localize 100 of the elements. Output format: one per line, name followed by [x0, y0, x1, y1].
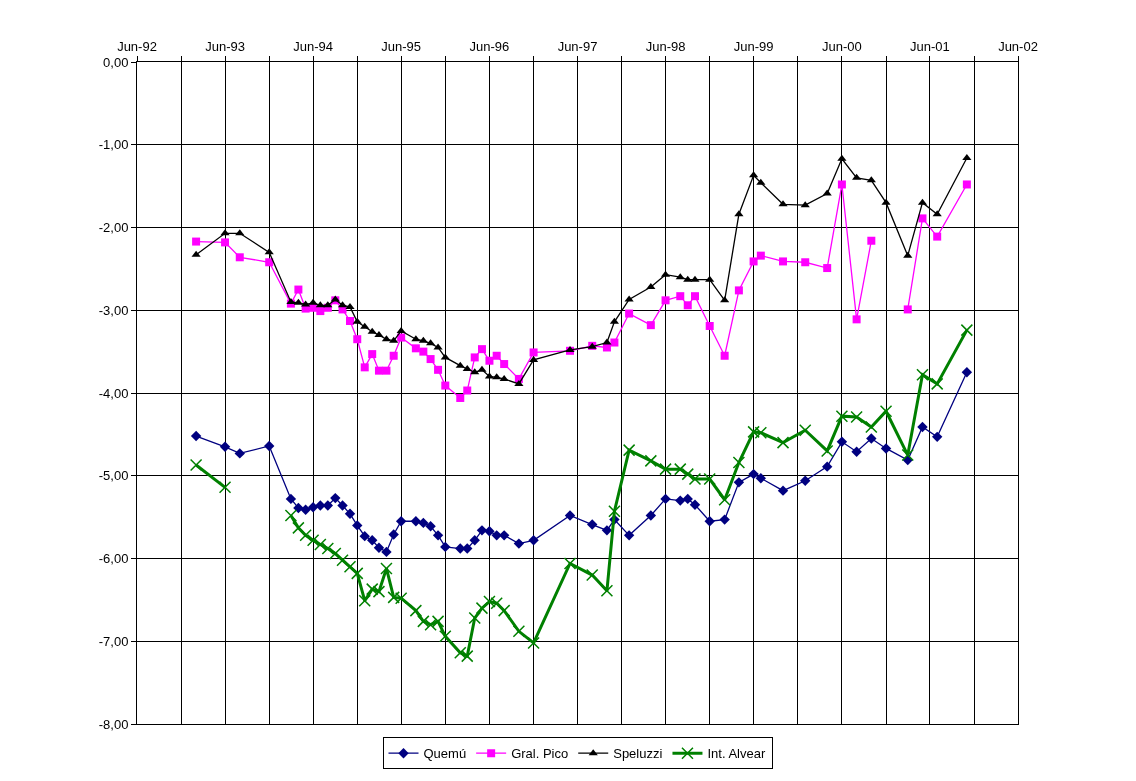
point [822, 189, 832, 196]
x-tick-label: Jun-93 [205, 38, 245, 54]
point [705, 321, 714, 330]
point [382, 366, 391, 375]
point [732, 456, 746, 469]
point [344, 508, 356, 520]
point [960, 323, 974, 337]
point [683, 301, 692, 310]
point [676, 292, 685, 301]
point [661, 296, 670, 305]
point [417, 615, 430, 628]
x-tick-label: Jun-97 [557, 38, 598, 54]
point [798, 423, 812, 437]
point [380, 562, 393, 575]
point [394, 591, 408, 605]
point [432, 530, 444, 541]
y-tick-label: -1,00 [98, 137, 129, 153]
point [424, 618, 437, 631]
point [837, 154, 847, 161]
point [484, 525, 495, 537]
point [372, 585, 386, 598]
point [625, 309, 634, 318]
point [426, 355, 435, 364]
point [285, 493, 297, 505]
point [410, 516, 422, 527]
point [234, 448, 245, 459]
point [610, 338, 619, 347]
point [425, 521, 436, 532]
point [881, 198, 891, 205]
point [704, 516, 715, 527]
point [469, 535, 480, 546]
legend-label: Gral. Pico [511, 746, 569, 762]
x-tick-label: Jun-00 [822, 38, 862, 54]
point [395, 516, 407, 527]
point [483, 595, 496, 608]
point [880, 443, 892, 454]
point [564, 510, 576, 521]
point [705, 275, 715, 282]
point [801, 258, 810, 267]
point [513, 538, 525, 549]
point [835, 409, 849, 423]
point [623, 530, 635, 541]
point [748, 468, 759, 480]
point [221, 238, 230, 247]
point [352, 520, 363, 531]
point [381, 546, 392, 558]
x-tick-label: Jun-01 [910, 38, 950, 54]
y-tick-label: -3,00 [98, 302, 129, 318]
point [660, 493, 671, 505]
x-tick-label: Jun-98 [645, 38, 686, 54]
point [879, 404, 893, 418]
point [733, 477, 745, 488]
legend-label: Quemú [423, 746, 467, 762]
point [387, 591, 400, 604]
point [719, 514, 730, 525]
point [314, 538, 327, 551]
point [468, 611, 481, 625]
y-tick-label: -8,00 [98, 716, 129, 732]
point [330, 492, 341, 504]
point [850, 410, 863, 424]
point [600, 584, 614, 598]
point [779, 257, 788, 266]
point [374, 331, 384, 338]
point [720, 351, 729, 360]
point [292, 521, 305, 535]
point [865, 420, 878, 434]
point [470, 353, 479, 362]
point [343, 560, 357, 574]
y-tick-label: 0,00 [103, 54, 129, 70]
legend-label: Int. Alvear [707, 746, 766, 762]
point [675, 273, 685, 280]
point [931, 431, 943, 443]
x-tick-label: Jun-96 [469, 38, 510, 54]
point [418, 517, 429, 529]
point [411, 344, 420, 353]
point [930, 377, 944, 391]
point [336, 553, 349, 567]
point [477, 365, 487, 372]
point [608, 505, 621, 518]
point [514, 379, 524, 386]
point [821, 461, 833, 472]
point [192, 237, 201, 246]
y-tick-label: -4,00 [98, 385, 129, 401]
point [345, 302, 355, 309]
point [346, 317, 355, 326]
point [475, 601, 489, 615]
x-tick-label: Jun-02 [998, 38, 1038, 54]
point [866, 433, 877, 444]
point [528, 535, 539, 546]
point [734, 286, 743, 295]
point [622, 443, 636, 457]
point [644, 454, 658, 468]
point [512, 625, 526, 638]
point [352, 317, 362, 324]
point [823, 264, 832, 273]
point [690, 292, 699, 301]
point [675, 495, 686, 506]
y-tick-label: -2,00 [98, 220, 129, 236]
point [286, 297, 296, 304]
point [800, 201, 810, 208]
